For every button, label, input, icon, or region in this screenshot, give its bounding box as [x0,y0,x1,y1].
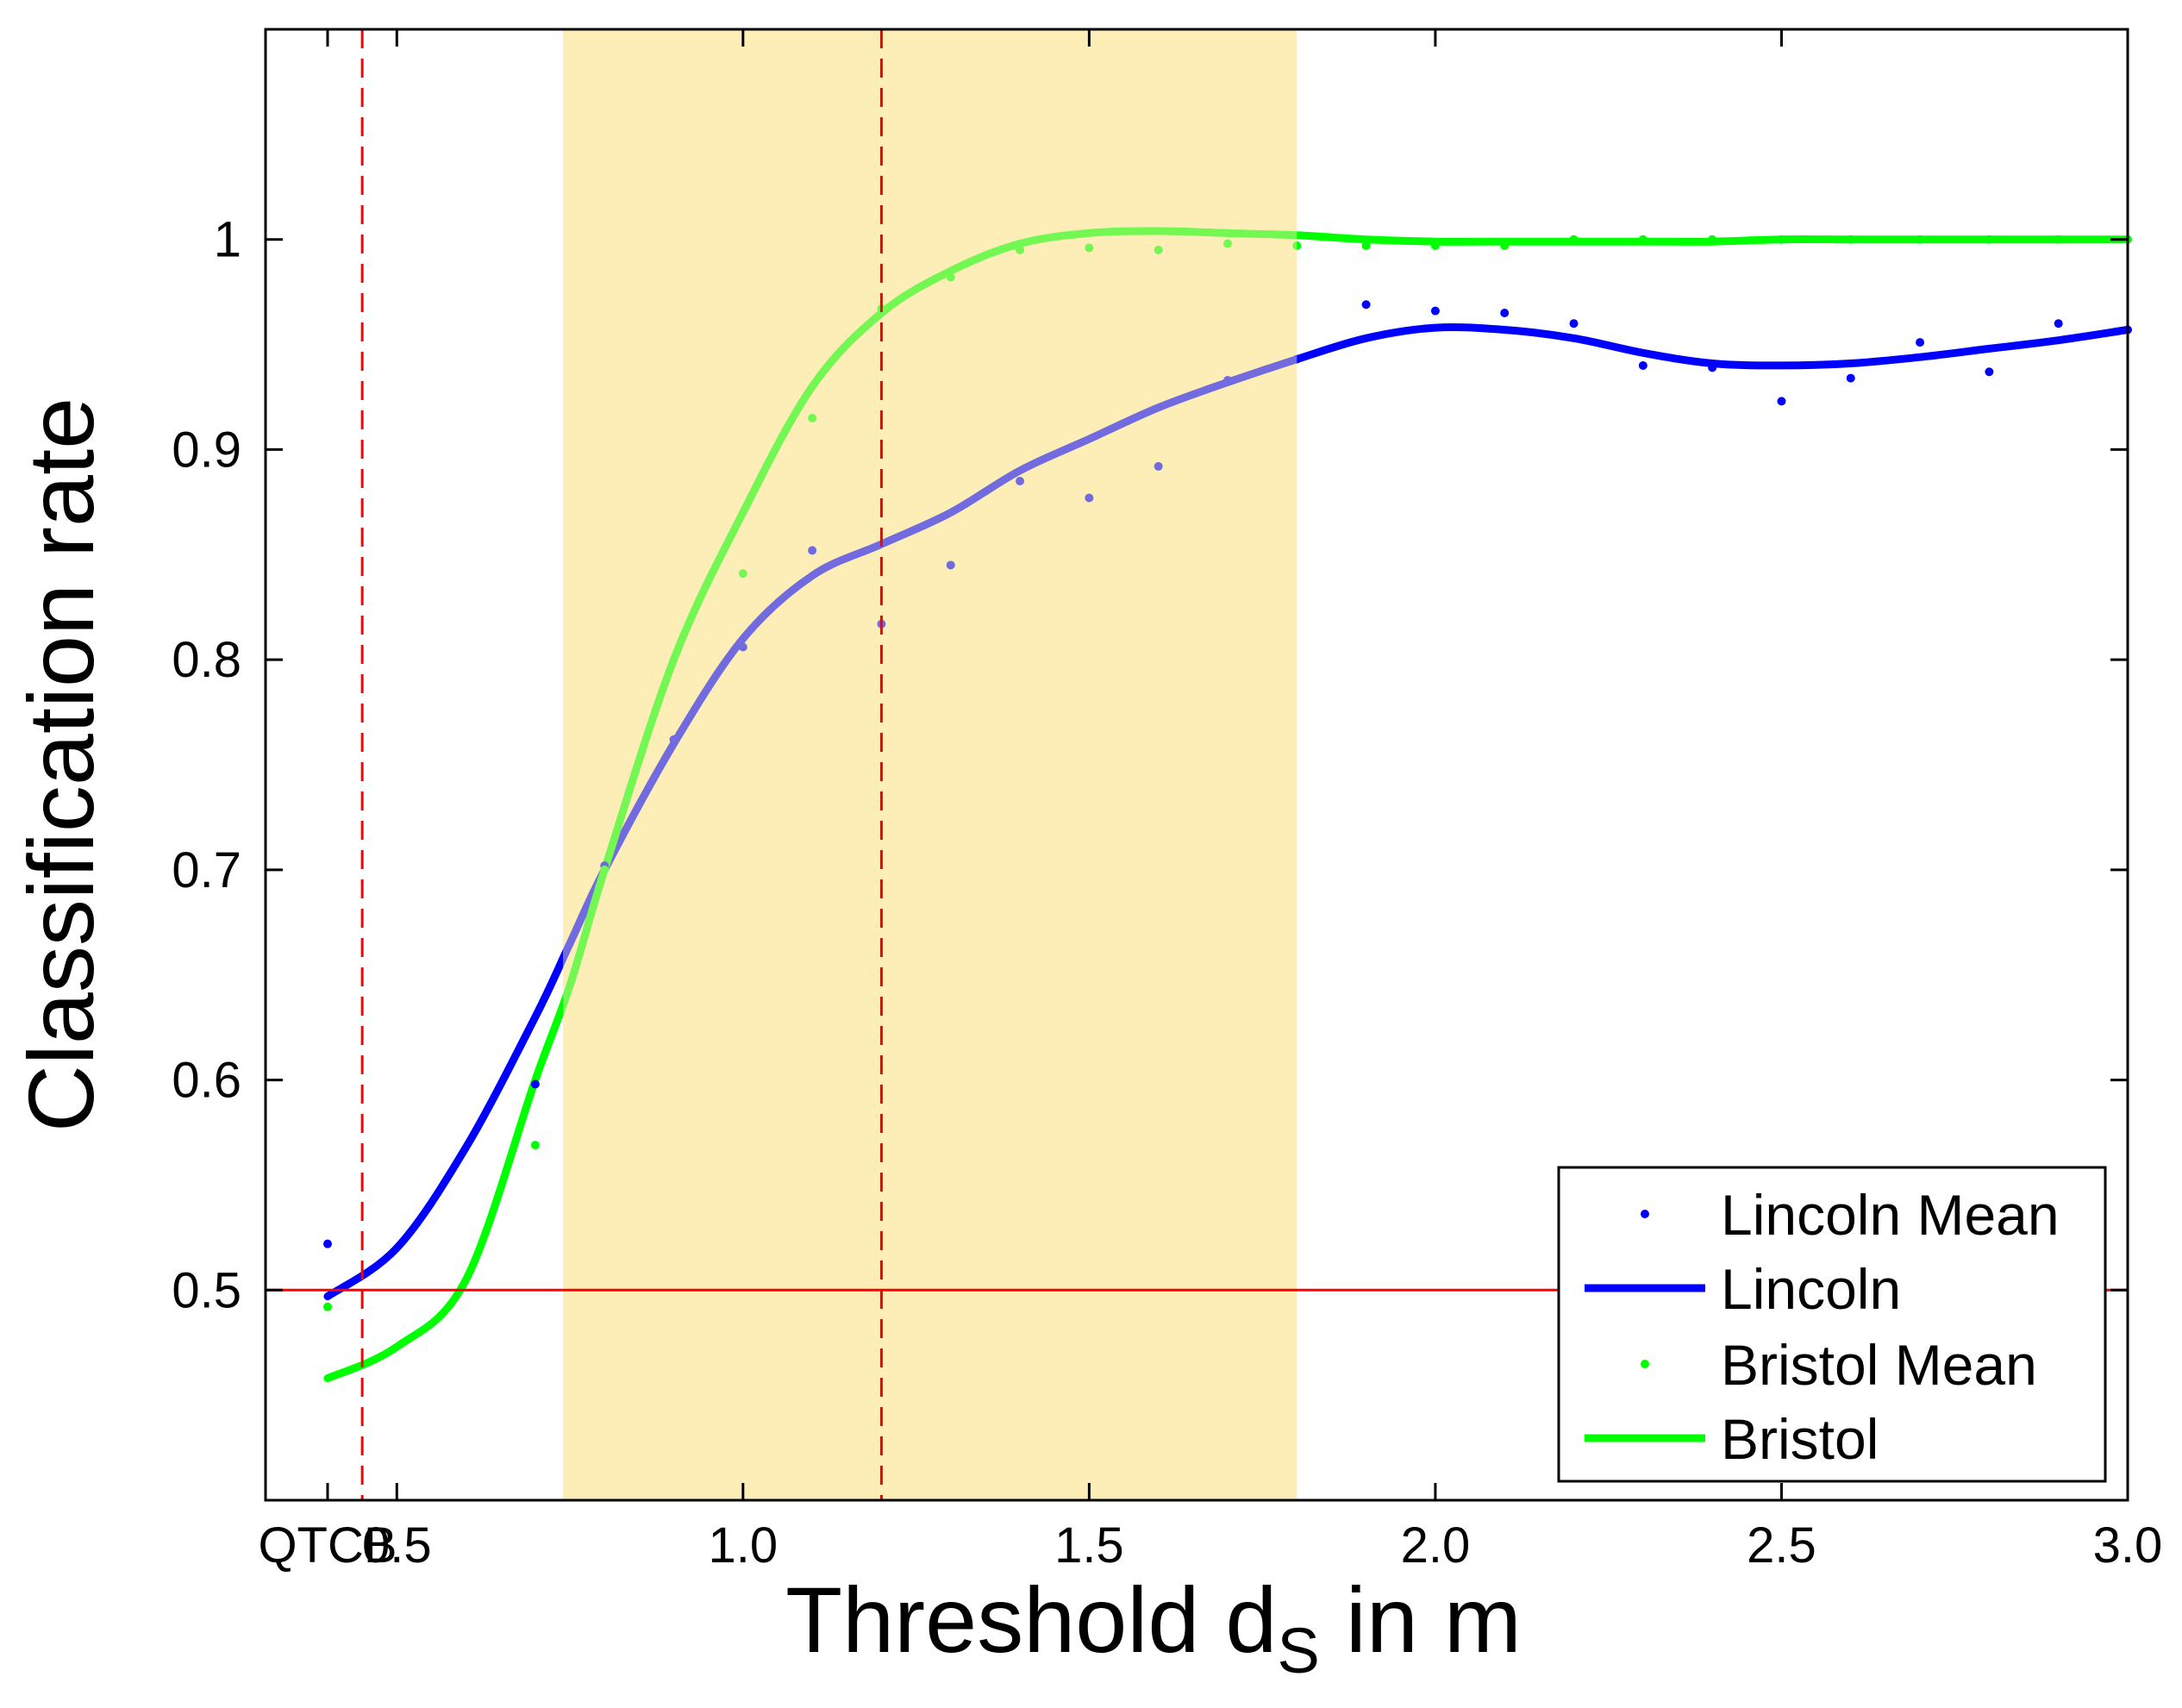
highlight-band [563,29,1297,1500]
data-point-bristol-mean [1846,235,1855,244]
legend-label-lincoln: Lincoln [1721,1257,1901,1321]
x-tick-label: QTCB [258,1517,397,1573]
data-point-bristol-mean [1777,235,1786,244]
data-point-lincoln-mean [808,546,817,555]
data-point-bristol-mean [738,569,747,579]
x-tick-label: 3.0 [2093,1517,2163,1573]
x-tick-label: 0.5 [362,1517,432,1573]
x-axis-title-subscript: S [1277,1615,1319,1686]
data-point-bristol-mean [1016,245,1025,254]
data-point-bristol-mean [1430,241,1440,251]
data-point-bristol-mean [1500,241,1510,251]
data-point-lincoln-mean [530,1079,540,1089]
x-tick-label: 2.0 [1401,1517,1471,1573]
legend-swatch-bristol-mean [1641,1360,1649,1368]
data-point-lincoln-mean [323,1239,332,1248]
plot-frame [264,28,2129,1502]
x-tick-label: 1.5 [1054,1517,1124,1573]
legend: Lincoln Mean Lincoln Bristol Mean Bristol [1557,1166,2107,1483]
data-point-lincoln-mean [1016,476,1025,485]
data-point-lincoln-mean [1154,461,1163,471]
data-point-bristol-mean [1916,235,1925,244]
legend-label-bristol-mean: Bristol Mean [1721,1333,2037,1397]
data-point-bristol-mean [1085,243,1094,253]
series-line-lincoln [323,322,2132,1301]
data-point-bristol-mean [1154,245,1163,254]
data-point-bristol-mean [808,413,817,422]
data-point-bristol-mean [530,1141,540,1150]
data-point-bristol-mean [946,272,955,282]
data-point-lincoln-mean [1846,373,1855,383]
data-point-bristol-mean [1638,235,1647,244]
y-tick-label: 0.7 [172,842,241,898]
legend-label-lincoln-mean: Lincoln Mean [1721,1183,2060,1247]
data-point-bristol-mean [1223,239,1232,248]
data-point-lincoln-mean [669,735,678,744]
data-point-bristol-mean [1708,235,1717,244]
data-point-bristol-mean [1569,235,1579,244]
y-tick-label: 0.8 [172,632,241,688]
data-point-bristol-mean [2054,235,2063,244]
y-axis-title: Classification rate [9,397,113,1132]
data-point-bristol-mean [323,1302,332,1311]
data-point-lincoln-mean [1500,309,1510,318]
data-point-lincoln-mean [1708,363,1717,372]
series-layer [323,29,2132,1500]
y-tick-label: 0.9 [172,422,241,478]
x-tick-label: 1.0 [709,1517,778,1573]
y-tick-label: 1 [214,212,241,268]
data-point-lincoln-mean [1638,360,1647,370]
x-axis-title-suffix: in m [1320,1567,1522,1672]
data-point-bristol-mean [1361,241,1371,251]
data-point-lincoln-mean [1361,300,1371,310]
shaded-region-layer [563,29,1297,1500]
data-point-lincoln-mean [738,642,747,652]
highlight-band-tint [563,29,1297,1500]
legend-label-bristol: Bristol [1721,1407,1879,1471]
data-point-lincoln-mean [1569,319,1579,328]
x-axis-title: Threshold dS in m [785,1567,1522,1686]
data-point-lincoln-mean [1916,338,1925,347]
data-point-lincoln-mean [1985,367,1994,377]
y-tick-label: 0.5 [172,1262,241,1318]
legend-box [1557,1166,2107,1483]
data-point-lincoln-mean [946,560,955,570]
data-point-bristol-mean [600,865,610,874]
data-point-lincoln-mean [1777,397,1786,406]
data-point-lincoln-mean [1223,376,1232,385]
data-point-bristol-mean [1292,241,1302,251]
data-point-lincoln-mean [1292,354,1302,364]
data-point-lincoln-mean [2054,319,2063,328]
x-tick-label: 2.5 [1747,1517,1816,1573]
legend-swatch-lincoln-mean [1641,1210,1649,1218]
data-point-lincoln-mean [1085,493,1094,503]
y-tick-label: 0.6 [172,1053,241,1109]
data-point-bristol-mean [1985,235,1994,244]
data-point-lincoln-mean [1430,306,1440,316]
